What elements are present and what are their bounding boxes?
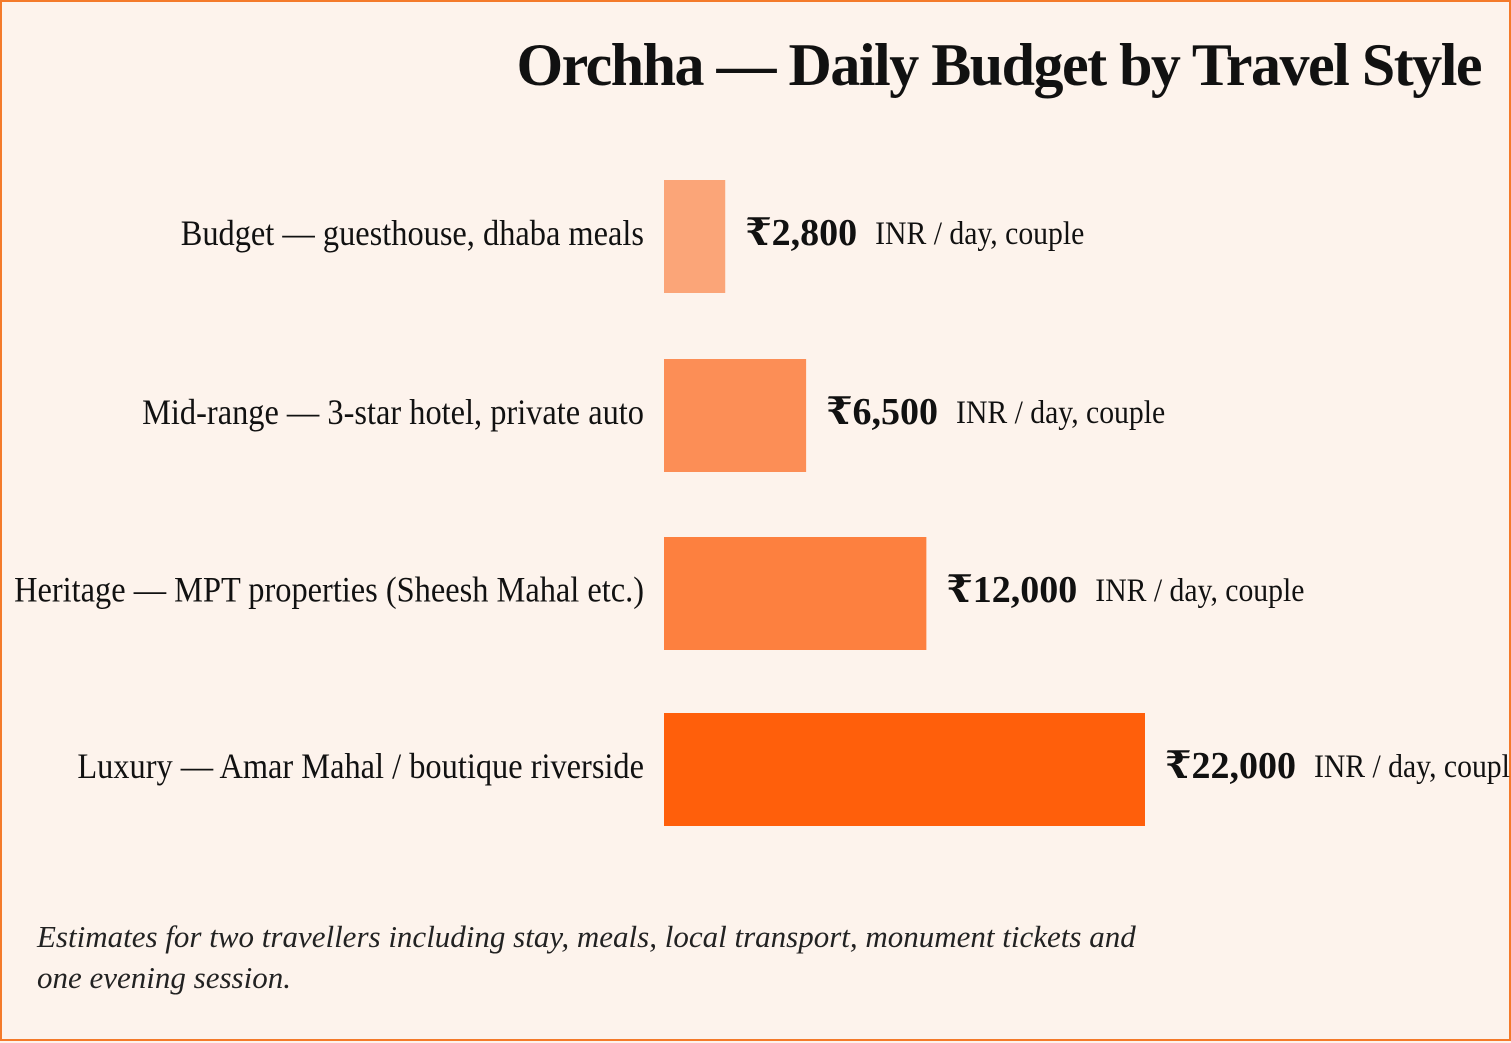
- category-label: Mid-range — 3-star hotel, private auto: [142, 392, 644, 432]
- chart-title: Orchha — Daily Budget by Travel Style: [516, 32, 1482, 98]
- unit-label: INR / day, couple: [875, 215, 1084, 252]
- category-label: Luxury — Amar Mahal / boutique riverside: [77, 746, 644, 786]
- value-label: ₹12,000: [946, 569, 1077, 611]
- bar: [664, 180, 726, 293]
- bar: [664, 359, 807, 472]
- bar: [664, 713, 1145, 826]
- unit-label: INR / day, couple: [1314, 748, 1511, 785]
- category-label: Budget — guesthouse, dhaba meals: [181, 213, 644, 253]
- unit-label: INR / day, couple: [956, 394, 1165, 431]
- category-label: Heritage — MPT properties (Sheesh Mahal …: [14, 570, 644, 610]
- chart-footnote: Estimates for two travellers including s…: [37, 919, 1136, 995]
- value-label: ₹2,800: [745, 212, 857, 254]
- unit-label: INR / day, couple: [1095, 572, 1304, 609]
- value-label: ₹22,000: [1165, 745, 1296, 787]
- value-label: ₹6,500: [826, 391, 938, 433]
- bar: [664, 537, 927, 650]
